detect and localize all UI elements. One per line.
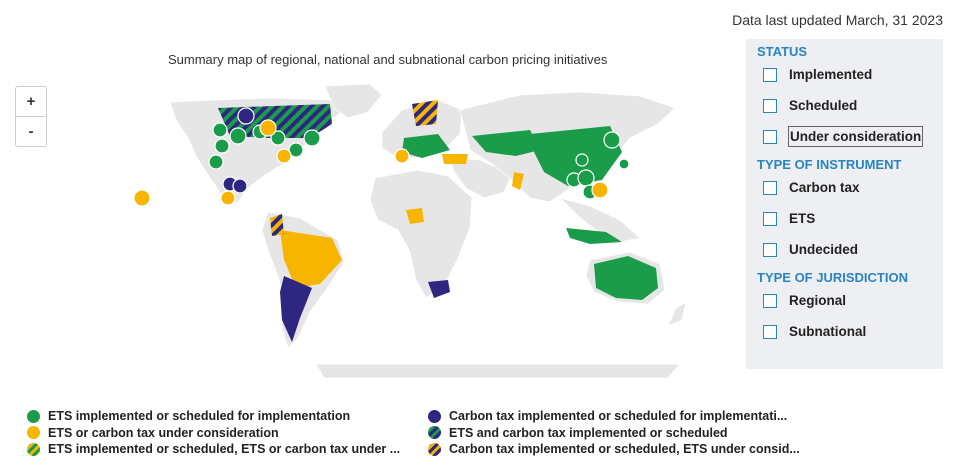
ets-consideration-swatch-icon (27, 442, 40, 456)
legend-item[interactable]: ETS or carbon tax under consideration (27, 425, 400, 442)
marker-consideration[interactable] (259, 119, 277, 137)
legend-right: Carbon tax implemented or scheduled for … (428, 408, 800, 458)
south-africa-region (428, 280, 450, 298)
marker-consideration[interactable] (591, 181, 609, 199)
legend-item[interactable]: ETS and carbon tax implemented or schedu… (428, 425, 800, 442)
marker-carbon-tax[interactable] (237, 107, 255, 125)
antarctica-land (315, 363, 681, 379)
scandinavia-region (412, 100, 438, 126)
legend-label: Carbon tax implemented or scheduled, ETS… (449, 442, 800, 457)
marker-ets[interactable] (303, 129, 321, 147)
marker-ets[interactable] (214, 138, 230, 154)
scheduled-label: Scheduled (789, 98, 858, 113)
filter-subnational[interactable]: Subnational (746, 316, 943, 347)
colombia-region (270, 214, 284, 236)
marker-consideration[interactable] (394, 148, 410, 164)
turkey-region (442, 154, 468, 164)
europe-region (402, 134, 450, 158)
ets-swatch-icon (27, 409, 40, 423)
marker-carbon-tax[interactable] (232, 178, 248, 194)
last-updated-text: Data last updated March, 31 2023 (732, 12, 943, 28)
status-heading: STATUS (757, 44, 808, 59)
ets-label: ETS (789, 211, 816, 226)
legend-left: ETS implemented or scheduled for impleme… (27, 408, 400, 458)
legend-label: ETS or carbon tax under consideration (48, 425, 279, 440)
new-zealand-land (667, 301, 687, 327)
marker-ets[interactable] (577, 169, 595, 187)
legend-item[interactable]: Carbon tax implemented or scheduled, ETS… (428, 441, 800, 458)
filter-panel: STATUS Implemented Scheduled Under consi… (746, 39, 943, 369)
legend-item[interactable]: Carbon tax implemented or scheduled for … (428, 408, 800, 425)
world-map[interactable] (120, 80, 720, 390)
marker-ets[interactable] (212, 122, 228, 138)
consideration-swatch-icon (27, 426, 40, 440)
carbon-tax-swatch-icon (428, 409, 441, 423)
australia-region (594, 256, 658, 300)
zoom-in-button[interactable]: + (26, 93, 36, 110)
regional-checkbox[interactable] (763, 293, 777, 308)
filter-ets[interactable]: ETS (746, 203, 943, 234)
map-title: Summary map of regional, national and su… (168, 52, 608, 67)
under-consideration-label: Under consideration (787, 126, 924, 147)
ets-checkbox[interactable] (763, 211, 777, 226)
russia-region (472, 130, 540, 156)
regional-label: Regional (789, 293, 847, 308)
marker-ets[interactable] (270, 130, 286, 146)
legend-item[interactable]: ETS implemented or scheduled for impleme… (27, 408, 400, 425)
china-region (530, 126, 622, 186)
legend-item[interactable]: ETS implemented or scheduled, ETS or car… (27, 441, 400, 458)
filter-implemented[interactable]: Implemented (746, 59, 943, 90)
carbon-tax-label: Carbon tax (789, 180, 860, 195)
filter-under-consideration[interactable]: Under consideration (746, 121, 943, 152)
legend-label: ETS implemented or scheduled, ETS or car… (48, 442, 401, 457)
marker-consideration[interactable] (276, 148, 292, 164)
undecided-label: Undecided (789, 242, 859, 257)
zoom-control: + - (15, 86, 47, 147)
southeast-asia-land (558, 197, 641, 243)
legend-label: ETS and carbon tax implemented or schedu… (449, 425, 728, 440)
subnational-label: Subnational (789, 324, 867, 339)
ets-carbon-tax-swatch-icon (428, 426, 441, 440)
filter-carbon-tax[interactable]: Carbon tax (746, 172, 943, 203)
brazil-region (280, 230, 342, 288)
implemented-checkbox[interactable] (763, 67, 777, 82)
marker-ets[interactable] (288, 142, 304, 158)
marker-consideration[interactable] (133, 189, 151, 207)
marker-ets[interactable] (575, 153, 589, 167)
under-consideration-checkbox[interactable] (763, 129, 777, 144)
subnational-checkbox[interactable] (763, 324, 777, 339)
filter-scheduled[interactable]: Scheduled (746, 90, 943, 121)
nigeria-region (406, 208, 424, 224)
carbon-tax-consideration-swatch-icon (428, 442, 441, 456)
jurisdiction-heading: TYPE OF JURISDICTION (757, 270, 908, 285)
marker-ets[interactable] (208, 154, 224, 170)
marker-consideration[interactable] (220, 190, 236, 206)
africa-land (369, 169, 473, 299)
marker-ets[interactable] (229, 127, 247, 145)
indonesia-region (566, 228, 622, 244)
filter-undecided[interactable]: Undecided (746, 234, 943, 265)
greenland-land (324, 83, 383, 119)
undecided-checkbox[interactable] (763, 242, 777, 257)
instrument-heading: TYPE OF INSTRUMENT (757, 157, 902, 172)
india-region (512, 172, 524, 190)
legend-label: ETS implemented or scheduled for impleme… (48, 409, 351, 424)
argentina-region (280, 276, 312, 342)
carbon-tax-checkbox[interactable] (763, 180, 777, 195)
zoom-out-button[interactable]: - (16, 116, 46, 146)
marker-ets[interactable] (618, 158, 630, 170)
filter-regional[interactable]: Regional (746, 285, 943, 316)
marker-ets[interactable] (603, 131, 621, 149)
implemented-label: Implemented (789, 67, 873, 82)
legend-label: Carbon tax implemented or scheduled for … (449, 409, 788, 424)
scheduled-checkbox[interactable] (763, 98, 777, 113)
